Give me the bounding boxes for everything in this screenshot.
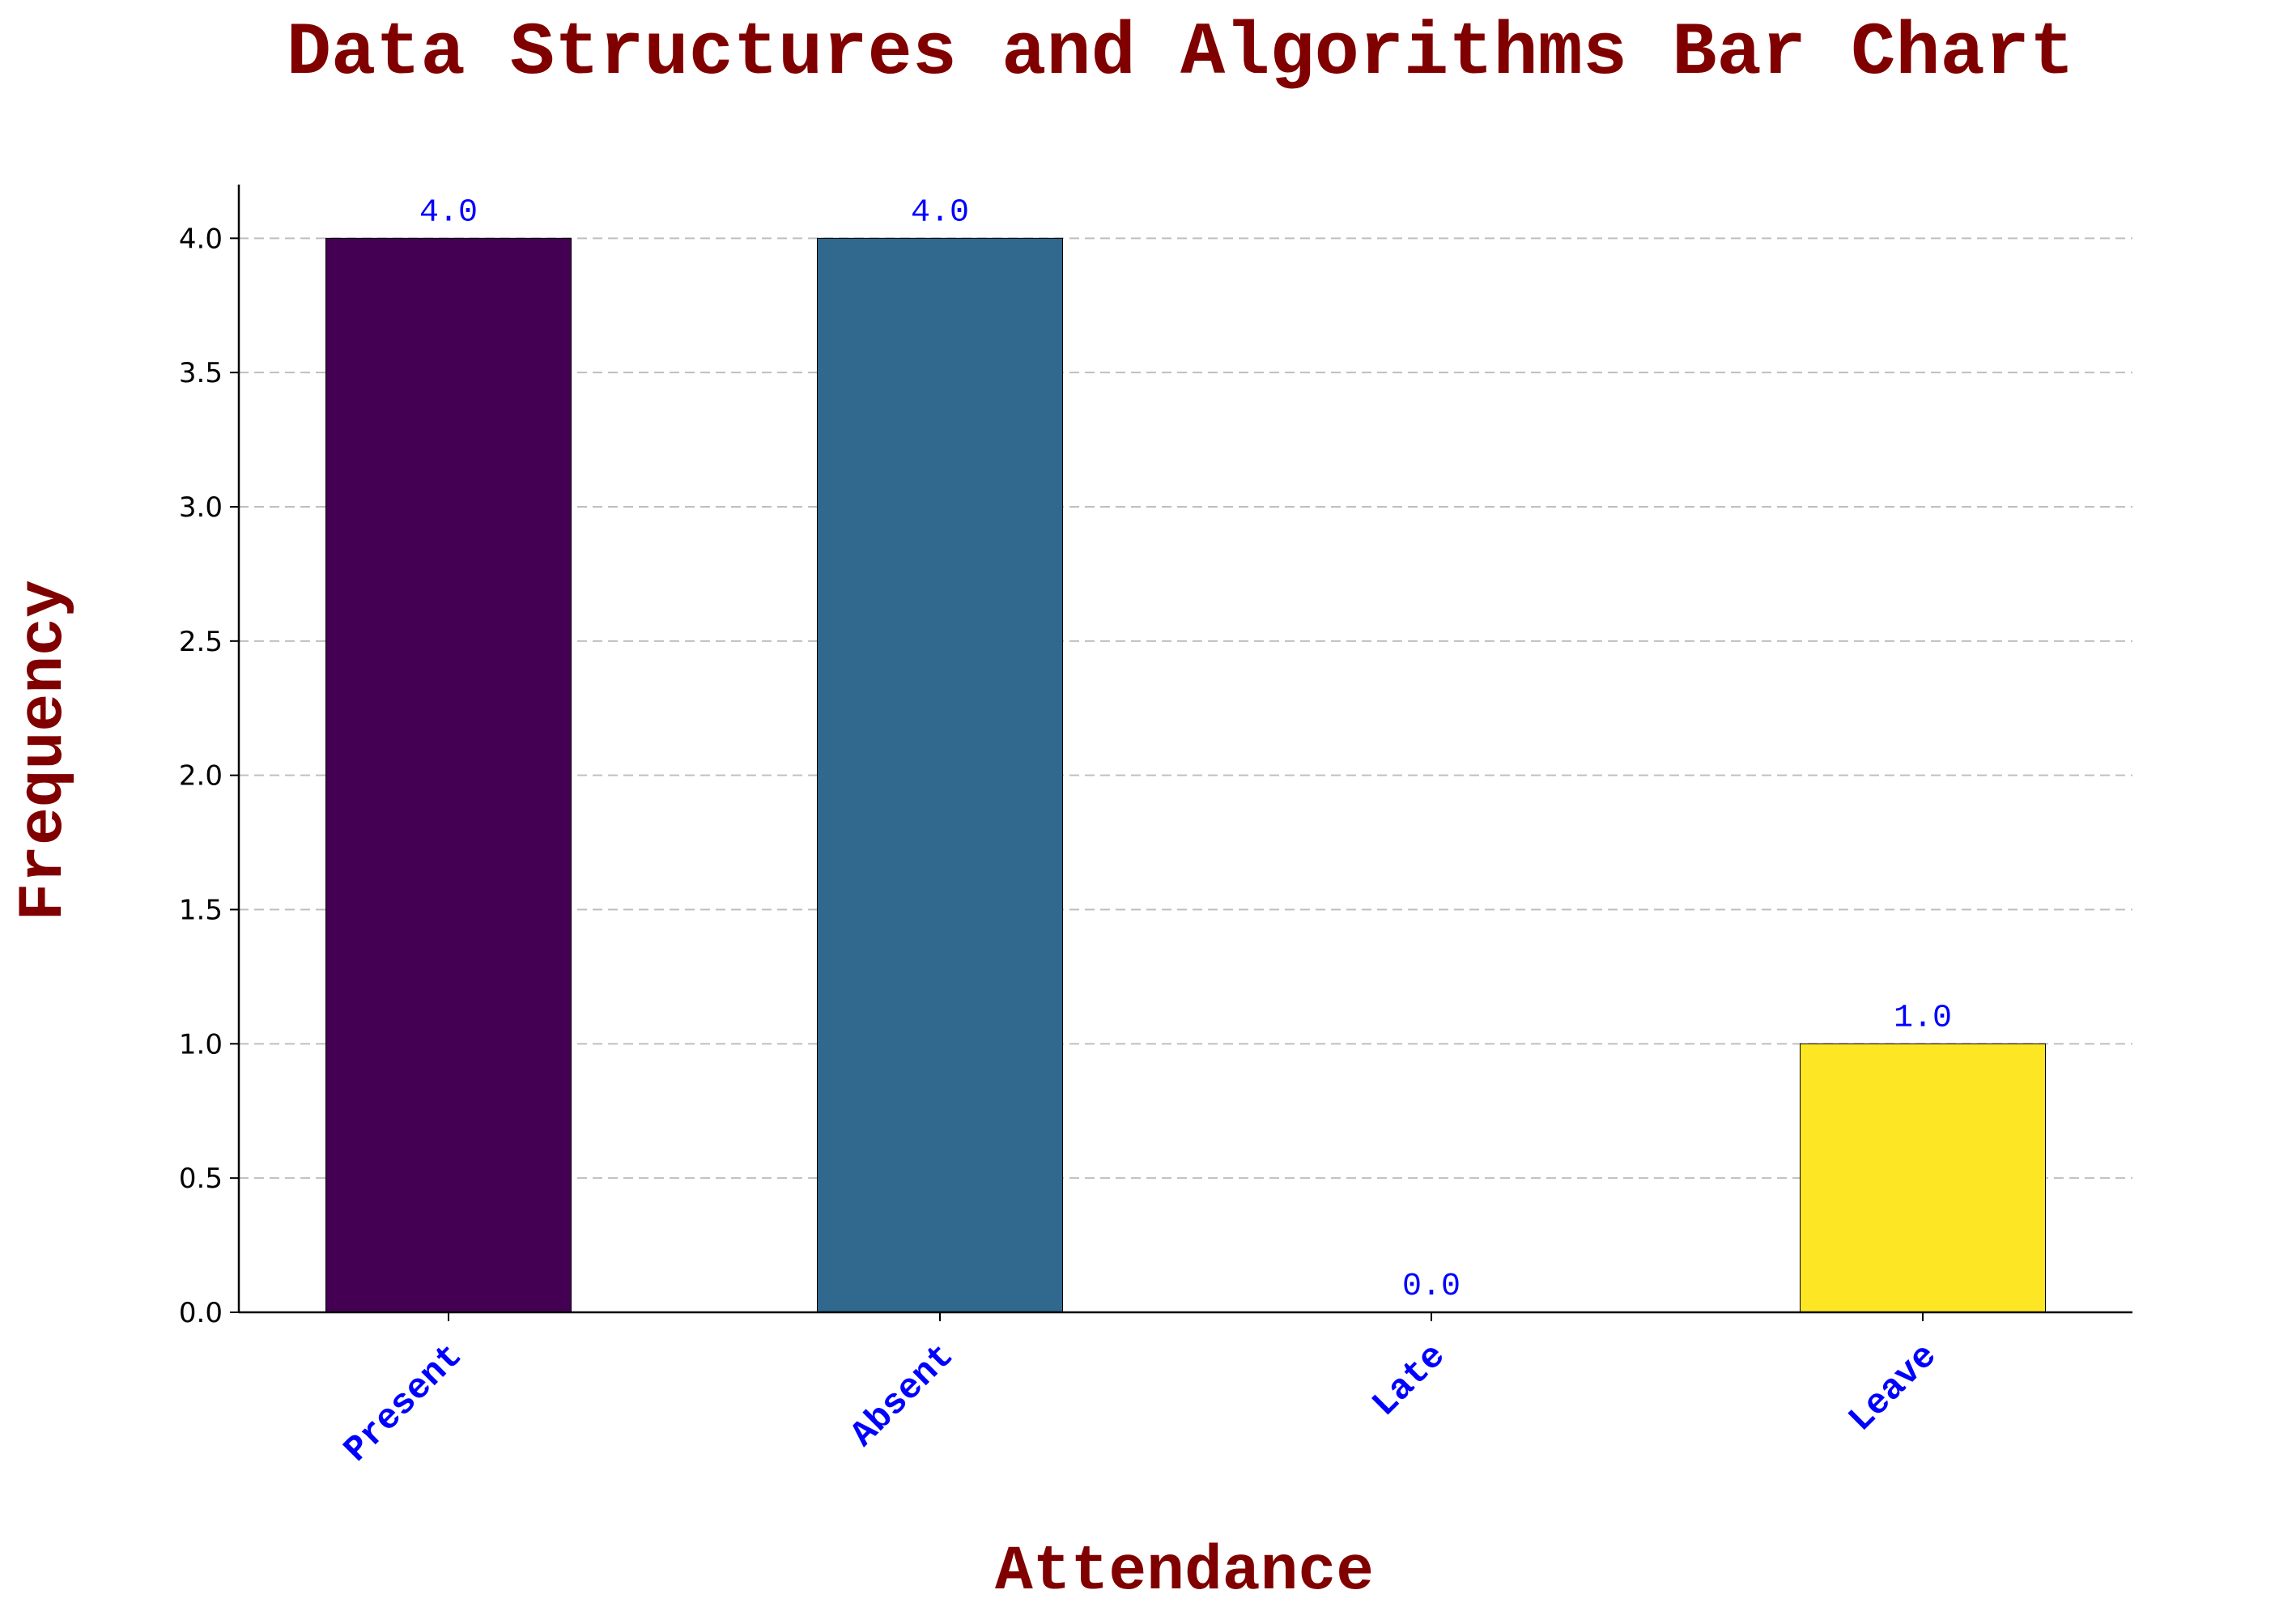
y-tick-label: 4.0 — [179, 223, 223, 255]
y-tick-label: 2.0 — [179, 760, 223, 793]
y-tick-label: 1.5 — [179, 895, 223, 927]
value-label: 4.0 — [419, 194, 478, 231]
value-label: 4.0 — [911, 194, 969, 231]
y-ticks: 0.0 0.5 1.0 1.5 2.0 2.5 3.0 3.5 4.0 — [179, 223, 239, 1329]
x-tick-label: Leave — [1841, 1337, 1945, 1441]
y-tick-label: 3.0 — [179, 491, 223, 524]
y-tick-label: 1.0 — [179, 1028, 223, 1061]
x-axis-label: Attendance — [995, 1537, 1374, 1608]
value-label: 0.0 — [1402, 1269, 1461, 1305]
y-tick-label: 2.5 — [179, 626, 223, 658]
y-tick-label: 3.5 — [179, 357, 223, 389]
value-labels: 4.0 4.0 0.0 1.0 — [419, 194, 1952, 1305]
bars — [325, 237, 2046, 1313]
bar — [817, 237, 1063, 1313]
y-tick-label: 0.0 — [179, 1297, 223, 1329]
x-tick-label: Present — [337, 1337, 471, 1471]
x-ticks: Present Absent Late Leave — [337, 1312, 1945, 1471]
x-tick-label: Absent — [844, 1337, 963, 1456]
x-tick-label: Late — [1365, 1337, 1454, 1426]
bar — [325, 237, 572, 1313]
y-axis-label: Frequency — [9, 580, 80, 920]
chart-title: Data Structures and Algorithms Bar Chart — [287, 11, 2074, 96]
value-label: 1.0 — [1894, 1000, 1952, 1036]
bar — [1800, 1043, 2046, 1313]
y-tick-label: 0.5 — [179, 1163, 223, 1195]
